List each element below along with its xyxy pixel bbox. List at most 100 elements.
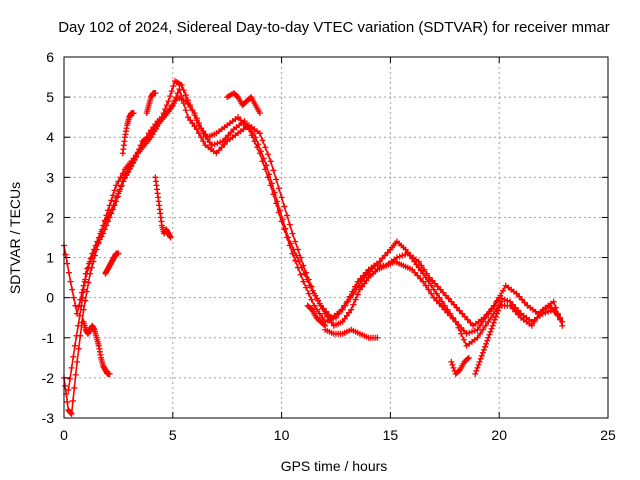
data-point (417, 267, 424, 274)
data-point (486, 308, 493, 315)
data-point (70, 294, 77, 301)
data-point (495, 307, 502, 314)
data-point (107, 209, 114, 216)
data-point (189, 107, 196, 114)
data-point (211, 141, 218, 148)
data-point (71, 384, 78, 391)
data-point (268, 180, 275, 187)
data-point (218, 144, 225, 151)
data-point (551, 308, 558, 315)
data-point (507, 302, 514, 309)
data-point (429, 277, 436, 284)
data-point (552, 304, 559, 311)
data-point (374, 334, 381, 341)
data-point (545, 308, 552, 315)
data-point (494, 297, 501, 304)
data-point (439, 298, 446, 305)
y-tick-label: 6 (46, 49, 54, 65)
data-point (301, 270, 308, 277)
data-point (278, 194, 285, 201)
series-branch-d (152, 174, 174, 241)
y-tick-label: 2 (46, 209, 54, 225)
data-point (471, 327, 478, 334)
data-point (133, 153, 140, 160)
data-point (448, 358, 455, 365)
y-tick-label: 3 (46, 169, 54, 185)
data-point (300, 278, 307, 285)
data-point (426, 274, 433, 281)
series-branch-f (224, 90, 263, 117)
data-point (344, 298, 351, 305)
data-point (273, 176, 280, 183)
data-point (71, 342, 78, 349)
data-point (504, 297, 511, 304)
data-point (448, 298, 455, 305)
data-point (476, 358, 483, 365)
data-point (305, 290, 312, 297)
data-point (484, 337, 491, 344)
data-point (550, 298, 557, 305)
series-branch-g (322, 326, 381, 341)
data-point (463, 330, 470, 337)
data-point (402, 251, 409, 258)
data-point (442, 292, 449, 299)
data-point (521, 299, 528, 306)
data-point (411, 269, 418, 276)
data-point (131, 156, 138, 163)
data-point (82, 270, 89, 277)
data-point (353, 286, 360, 293)
data-point (317, 302, 324, 309)
data-point (217, 139, 224, 146)
data-point (512, 308, 519, 315)
x-tick-label: 0 (60, 427, 68, 443)
data-point (323, 308, 330, 315)
data-point (148, 127, 155, 134)
data-point (487, 328, 494, 335)
data-point (489, 305, 496, 312)
data-point (180, 87, 187, 94)
data-point (76, 312, 83, 319)
data-point (348, 306, 355, 313)
data-point (474, 364, 481, 371)
data-point (490, 319, 497, 326)
data-point (276, 207, 283, 214)
series-track-1 (61, 86, 566, 417)
data-point (474, 334, 481, 341)
data-point (358, 278, 365, 285)
data-point (115, 250, 122, 257)
data-point (279, 216, 286, 223)
data-point (485, 318, 492, 325)
data-point (379, 255, 386, 262)
data-point (496, 304, 503, 311)
data-point (115, 190, 122, 197)
data-point (249, 130, 256, 137)
data-point (423, 270, 430, 277)
data-point (275, 185, 282, 192)
data-point (421, 266, 428, 273)
data-point (350, 290, 357, 297)
data-point (480, 314, 487, 321)
data-point (432, 280, 439, 287)
data-point (554, 311, 561, 318)
data-point (73, 332, 80, 339)
data-point (469, 328, 475, 335)
data-point (167, 234, 174, 241)
data-point (185, 114, 192, 121)
data-point (267, 158, 274, 165)
data-point (422, 282, 429, 289)
data-point (497, 292, 504, 299)
x-tick-label: 10 (274, 427, 290, 443)
plot-frame (63, 56, 609, 419)
data-point (361, 274, 368, 281)
data-point (257, 148, 264, 155)
chart-title: Day 102 of 2024, Sidereal Day-to-day VTE… (58, 19, 610, 36)
data-point (113, 182, 120, 189)
data-point (425, 278, 432, 285)
data-point (233, 93, 240, 100)
series-trace (63, 88, 564, 415)
data-point (167, 106, 174, 113)
data-point (466, 329, 473, 336)
data-point (485, 334, 492, 341)
data-point (281, 203, 288, 210)
data-point (259, 137, 266, 144)
